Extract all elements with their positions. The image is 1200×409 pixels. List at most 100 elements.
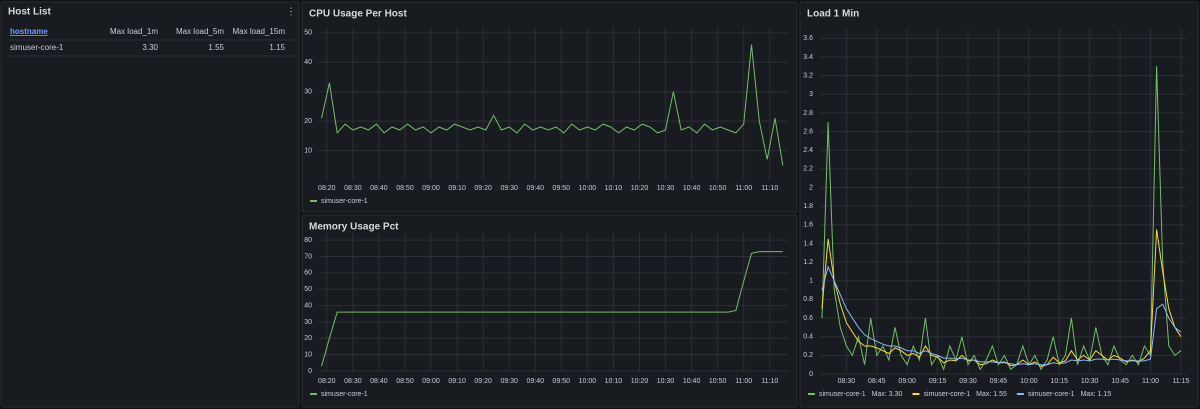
x-tick-label: 08:40 (370, 185, 388, 192)
y-tick-label: 80 (304, 237, 312, 244)
table-cell: simuser-core-1 (10, 43, 64, 52)
x-tick-label: 08:30 (344, 378, 362, 385)
x-tick-label: 08:40 (370, 378, 388, 385)
y-tick-label: 2.4 (803, 147, 813, 154)
legend-label: simuser-core-1 (923, 391, 970, 398)
series-line (821, 265, 1182, 366)
load-panel (799, 1, 1199, 408)
y-tick-label: 2.8 (803, 110, 813, 117)
y-tick-label: 2.2 (803, 166, 813, 173)
x-tick-label: 10:20 (631, 185, 649, 192)
x-tick-label: 09:50 (553, 378, 571, 385)
legend-label: simuser-core-1 (819, 391, 866, 398)
column-header[interactable]: Max load_5m (176, 27, 224, 36)
y-tick-label: 1.2 (803, 259, 813, 266)
panel-title: CPU Usage Per Host (309, 9, 407, 20)
y-tick-label: 10 (304, 147, 312, 154)
y-tick-label: 0.8 (803, 296, 813, 303)
x-tick-label: 10:00 (579, 185, 597, 192)
x-tick-label: 09:45 (990, 378, 1008, 385)
x-tick-label: 08:45 (868, 378, 886, 385)
y-tick-label: 30 (304, 319, 312, 326)
y-tick-label: 0 (308, 368, 312, 375)
x-tick-label: 08:30 (838, 378, 856, 385)
x-tick-label: 10:00 (1020, 378, 1038, 385)
x-tick-label: 11:10 (761, 378, 778, 385)
x-tick-label: 11:15 (1172, 378, 1189, 385)
y-tick-label: 3.6 (803, 35, 813, 42)
legend-calc: Max: 1.55 (976, 391, 1007, 398)
x-tick-label: 09:15 (929, 378, 947, 385)
y-tick-label: 40 (304, 59, 312, 66)
panel-title: Host List (8, 7, 51, 18)
y-tick-label: 10 (304, 351, 312, 358)
series-line (321, 44, 784, 166)
x-tick-label: 08:20 (318, 378, 336, 385)
x-tick-label: 10:45 (1111, 378, 1129, 385)
x-tick-label: 11:00 (735, 185, 752, 192)
x-tick-label: 09:20 (474, 185, 492, 192)
y-tick-label: 0.6 (803, 315, 813, 322)
legend-label: simuser-core-1 (321, 391, 368, 398)
x-tick-label: 09:10 (448, 185, 466, 192)
y-tick-label: 3.4 (803, 54, 813, 61)
y-tick-label: 1.4 (803, 240, 813, 247)
x-tick-label: 09:30 (500, 185, 518, 192)
y-tick-label: 60 (304, 270, 312, 277)
x-tick-label: 10:10 (605, 185, 623, 192)
y-tick-label: 1 (809, 278, 813, 285)
x-tick-label: 10:00 (579, 378, 597, 385)
x-tick-label: 09:10 (448, 378, 466, 385)
panel-title: Memory Usage Pct (309, 222, 399, 233)
y-tick-label: 0.4 (803, 334, 813, 341)
x-tick-label: 09:00 (422, 378, 440, 385)
table-cell: 3.30 (142, 43, 158, 52)
y-tick-label: 3 (809, 91, 813, 98)
y-tick-label: 20 (304, 335, 312, 342)
y-tick-label: 40 (304, 302, 312, 309)
column-header[interactable]: Max load_15m (233, 27, 286, 36)
x-tick-label: 08:30 (344, 185, 362, 192)
x-tick-label: 10:30 (1081, 378, 1099, 385)
y-tick-label: 20 (304, 118, 312, 125)
y-tick-label: 70 (304, 253, 312, 260)
x-tick-label: 10:30 (657, 378, 675, 385)
x-tick-label: 09:30 (959, 378, 977, 385)
x-tick-label: 08:50 (396, 185, 414, 192)
x-tick-label: 09:40 (526, 378, 544, 385)
column-header[interactable]: Max load_1m (110, 27, 158, 36)
x-tick-label: 08:20 (318, 185, 336, 192)
x-tick-label: 10:50 (709, 185, 727, 192)
x-tick-label: 09:30 (500, 378, 518, 385)
x-tick-label: 09:40 (526, 185, 544, 192)
memory-panel (301, 214, 798, 408)
y-tick-label: 0 (809, 371, 813, 378)
x-tick-label: 10:40 (683, 378, 701, 385)
x-tick-label: 10:20 (631, 378, 649, 385)
host-list-panel (0, 1, 300, 408)
legend-label: simuser-core-1 (321, 198, 368, 205)
y-tick-label: 50 (304, 286, 312, 293)
x-tick-label: 10:40 (683, 185, 701, 192)
y-tick-label: 2.6 (803, 128, 813, 135)
y-tick-label: 50 (304, 30, 312, 37)
cpu-panel (301, 1, 798, 213)
legend-calc: Max: 3.30 (872, 391, 903, 398)
panel-menu[interactable]: ⋮ (286, 7, 296, 18)
y-tick-label: 30 (304, 89, 312, 96)
x-tick-label: 10:30 (657, 185, 675, 192)
legend-calc: Max: 1.15 (1081, 391, 1112, 398)
series-line (321, 251, 783, 367)
y-tick-label: 2 (809, 184, 813, 191)
panel-title: Load 1 Min (807, 9, 859, 20)
table-cell: 1.55 (208, 43, 224, 52)
x-tick-label: 09:00 (898, 378, 916, 385)
y-tick-label: 1.6 (803, 222, 813, 229)
table-cell: 1.15 (269, 43, 285, 52)
column-header[interactable]: hostname (10, 27, 48, 36)
x-tick-label: 11:00 (1142, 378, 1159, 385)
series-line (821, 66, 1182, 371)
y-tick-label: 0.2 (803, 352, 813, 359)
x-tick-label: 09:00 (422, 185, 440, 192)
